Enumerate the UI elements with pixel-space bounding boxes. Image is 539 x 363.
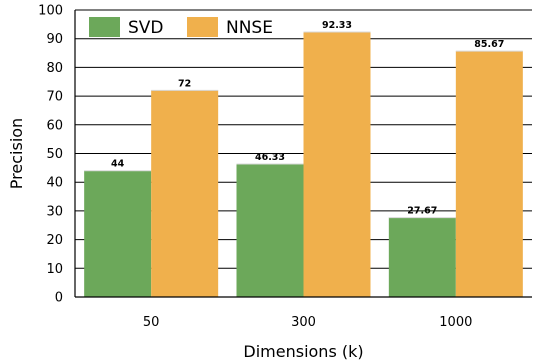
data-label: 85.67 [474, 39, 504, 50]
data-label: 27.67 [407, 206, 437, 217]
y-tick-label: 90 [46, 32, 63, 47]
data-label: 46.33 [255, 152, 285, 163]
legend: SVD NNSE [89, 17, 273, 38]
y-tick-label: 70 [46, 90, 63, 105]
data-labels: 44 72 46.33 92.33 27.67 85.67 [111, 20, 504, 217]
y-tick-labels: 0 10 20 30 40 50 60 70 80 90 100 [38, 4, 63, 306]
bar-nnse-1000 [455, 51, 523, 297]
x-tick-label: 50 [143, 315, 160, 330]
y-tick-label: 80 [46, 61, 63, 76]
y-tick-label: 10 [46, 262, 63, 277]
y-axis-title: Precision [7, 118, 26, 189]
x-tick-labels: 50 300 1000 [143, 315, 472, 330]
bar-svd-300 [236, 164, 304, 297]
x-tick-label: 1000 [439, 315, 472, 330]
x-tick-label: 300 [291, 315, 316, 330]
bar-nnse-300 [303, 32, 371, 297]
bar-svd-1000 [388, 217, 456, 297]
y-tick-label: 50 [46, 147, 63, 162]
y-tick-label: 60 [46, 118, 63, 133]
legend-swatch-svd [89, 17, 120, 37]
axes [74, 10, 532, 298]
y-tick-label: 0 [55, 291, 63, 306]
bars [84, 31, 523, 297]
data-label: 92.33 [322, 20, 352, 31]
legend-label-svd: SVD [128, 18, 164, 38]
bar-svd-50 [84, 170, 152, 297]
bar-nnse-50 [151, 90, 219, 297]
y-tick-label: 40 [46, 176, 63, 191]
x-axis-title: Dimensions (k) [243, 342, 363, 361]
data-label: 72 [178, 78, 191, 89]
legend-swatch-nnse [187, 17, 218, 37]
legend-label-nnse: NNSE [226, 18, 273, 38]
y-tick-label: 30 [46, 204, 63, 219]
y-tick-label: 20 [46, 233, 63, 248]
data-label: 44 [111, 159, 125, 170]
y-tick-label: 100 [38, 4, 63, 19]
